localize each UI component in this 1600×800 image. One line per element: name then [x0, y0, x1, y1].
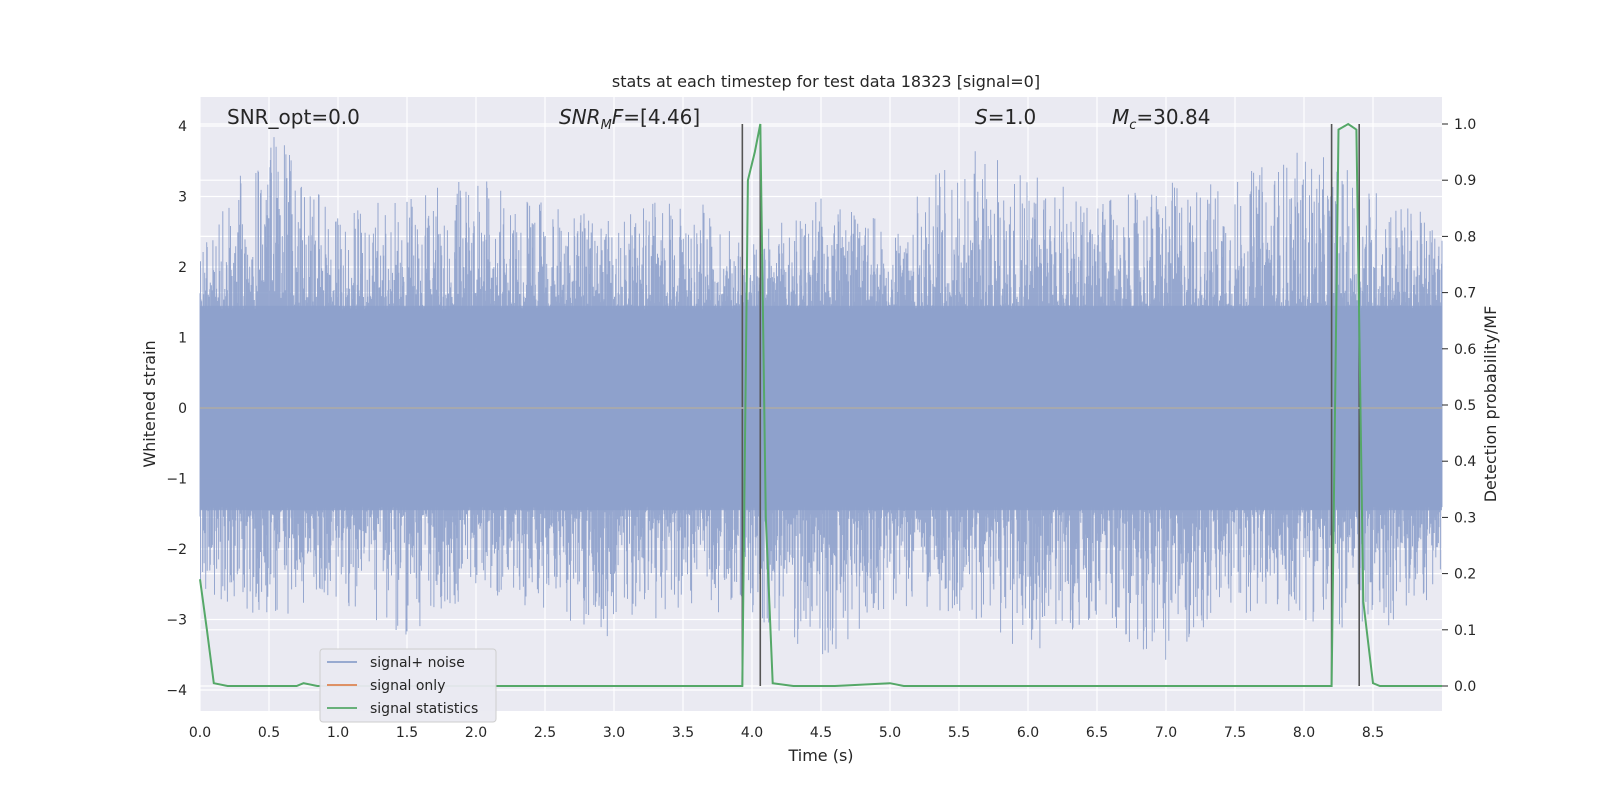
x-tick-label: 3.0 — [603, 725, 625, 741]
y-tick-label: 0 — [178, 401, 187, 417]
y2-tick-label: 0.9 — [1454, 173, 1476, 189]
y-tick-label: 2 — [178, 260, 187, 276]
annotation-s-value: =1.0 — [988, 105, 1037, 129]
y-tick-label: −3 — [166, 613, 187, 629]
legend-label-signal-statistics: signal statistics — [370, 701, 478, 717]
legend-box — [319, 648, 497, 723]
y2-tick-label: 0.0 — [1454, 679, 1476, 695]
x-tick-label: 5.0 — [879, 725, 901, 741]
x-tick-label: 7.0 — [1155, 725, 1177, 741]
y2-axis-label: Detection probability/MF — [1481, 306, 1500, 503]
x-tick-label: 2.5 — [534, 725, 556, 741]
chart-title: stats at each timestep for test data 183… — [612, 72, 1040, 91]
x-tick-label: 4.5 — [810, 725, 832, 741]
x-tick-label: 8.0 — [1293, 725, 1315, 741]
x-tick-label: 1.5 — [396, 725, 418, 741]
signal-noise-line — [199, 137, 1443, 660]
y2-tick-label: 0.6 — [1454, 342, 1476, 358]
legend-label-signal-only: signal only — [370, 678, 445, 694]
y-tick-label: 4 — [178, 119, 187, 135]
y2-tick-label: 1.0 — [1454, 117, 1476, 133]
y2-tick-label: 0.5 — [1454, 398, 1476, 414]
annotation-mc-value: =30.84 — [1136, 105, 1210, 129]
y-tick-label: −2 — [166, 542, 187, 558]
x-tick-label: 4.0 — [741, 725, 763, 741]
x-tick-label: 0.0 — [189, 725, 211, 741]
y-tick-label: 1 — [178, 331, 187, 347]
x-tick-label: 5.5 — [948, 725, 970, 741]
x-tick-label: 6.5 — [1086, 725, 1108, 741]
x-tick-label: 1.0 — [327, 725, 349, 741]
y2-tick-label: 0.8 — [1454, 229, 1476, 245]
annotation-s: S=1.0 — [975, 105, 1036, 129]
annotation-mc: Mc=30.84 — [1112, 105, 1210, 133]
x-tick-label: 0.5 — [258, 725, 280, 741]
x-tick-labels: 0.0 0.5 1.0 1.5 2.0 2.5 3.0 3.5 4.0 4.5 5.0 5.5 6.0 6… — [189, 725, 1384, 741]
annotation-snr-mf-value: =[4.46] — [623, 105, 700, 129]
x-tick-label: 2.0 — [465, 725, 487, 741]
x-axis-label: Time (s) — [787, 746, 853, 765]
y-tick-labels: −4 −3 −2 −1 0 1 2 3 4 — [166, 119, 187, 699]
y2-tick-label: 0.7 — [1454, 286, 1476, 302]
legend-label-signal-noise: signal+ noise — [370, 655, 465, 671]
annotation-snr-mf: SNRMF=[4.46] — [559, 105, 700, 133]
x-tick-label: 7.5 — [1224, 725, 1246, 741]
y-axis-label: Whitened strain — [140, 340, 159, 467]
y2-tick-label: 0.2 — [1454, 567, 1476, 583]
signal-statistics-series — [199, 122, 1442, 687]
legend: signal+ noise signal only signal statist… — [319, 648, 497, 723]
y2-tick-labels: 0.0 0.1 0.2 0.3 0.4 0.5 0.6 0.7 0.8 0.9 1.0 — [1442, 117, 1476, 695]
y2-tick-label: 0.3 — [1454, 510, 1476, 526]
y2-tick-label: 0.4 — [1454, 454, 1476, 470]
annotation-snr-opt: SNR_opt=0.0 — [227, 105, 360, 129]
y-tick-label: 3 — [178, 190, 187, 206]
y-tick-label: −4 — [166, 683, 187, 699]
signal-statistics-line — [199, 122, 1442, 687]
y2-tick-label: 0.1 — [1454, 623, 1476, 639]
x-tick-label: 6.0 — [1017, 725, 1039, 741]
x-tick-label: 8.5 — [1362, 725, 1384, 741]
y-tick-label: −1 — [166, 472, 187, 488]
x-tick-label: 3.5 — [672, 725, 694, 741]
